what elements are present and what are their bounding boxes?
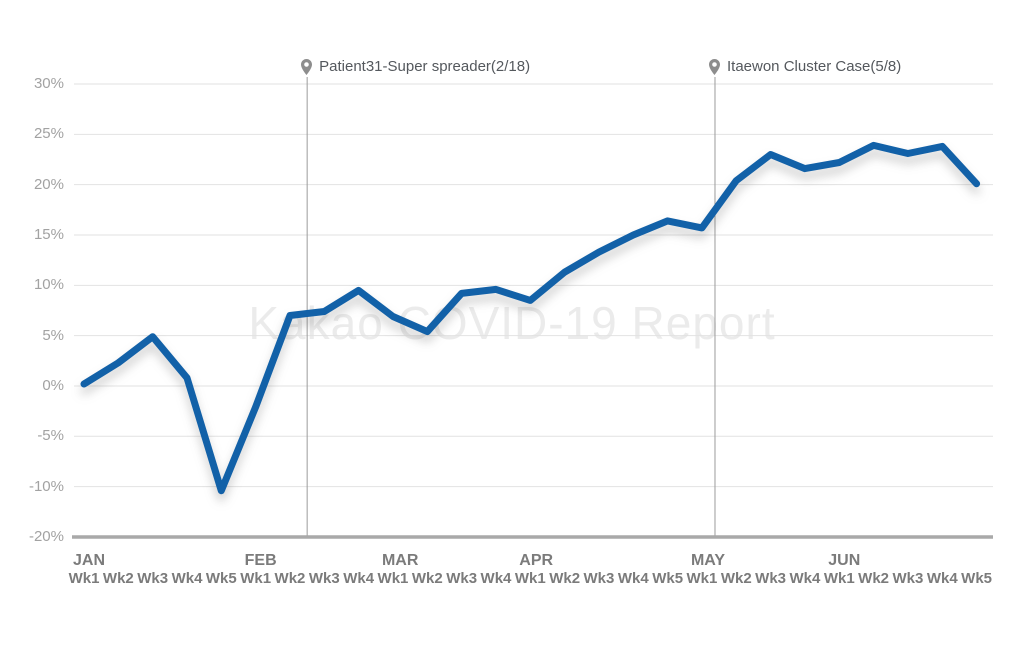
week-label: Wk2	[411, 570, 443, 587]
y-tick-label: 5%	[42, 326, 64, 344]
week-label: Wk1	[377, 570, 409, 587]
week-label: Wk3	[583, 570, 615, 587]
month-label: FEB	[244, 552, 277, 569]
y-tick-label: -5%	[37, 427, 64, 445]
y-tick-label: -10%	[28, 477, 64, 495]
week-label: Wk1	[68, 570, 100, 587]
week-label: Wk3	[755, 570, 787, 587]
annotation-label: Itaewon Cluster Case(5/8)	[726, 58, 902, 75]
week-label: Wk2	[274, 570, 306, 587]
month-label: APR	[519, 552, 554, 569]
week-label: Wk1	[686, 570, 718, 587]
y-tick-label: 30%	[33, 75, 64, 92]
week-label: Wk3	[137, 570, 169, 587]
week-label: Wk5	[961, 570, 992, 587]
week-label: Wk1	[240, 570, 272, 587]
week-label: Wk4	[926, 570, 958, 587]
week-label: Wk4	[480, 570, 512, 587]
week-label: Wk5	[205, 570, 237, 587]
map-pin-icon	[708, 58, 720, 75]
event-marker-lines	[306, 77, 716, 536]
week-label: Wk4	[171, 570, 203, 587]
week-label: Wk2	[720, 570, 752, 587]
week-label: Wk1	[514, 570, 546, 587]
week-label: Wk2	[102, 570, 134, 587]
week-label: Wk1	[823, 570, 855, 587]
y-tick-label: -20%	[28, 528, 64, 545]
annotation-label: Patient31-Super spreader(2/18)	[319, 58, 531, 75]
week-label: Wk3	[446, 570, 478, 587]
annotation-patient31: Patient31-Super spreader(2/18)	[300, 58, 530, 75]
week-label: Wk3	[892, 570, 924, 587]
month-label: JUN	[828, 552, 861, 569]
month-label: JAN	[73, 552, 106, 569]
y-tick-label: 15%	[33, 225, 64, 243]
trend-line	[80, 141, 981, 495]
month-label: MAR	[381, 552, 419, 569]
week-label: Wk4	[617, 570, 649, 587]
y-tick-label: 0%	[42, 376, 64, 394]
week-label: Wk4	[343, 570, 375, 587]
week-label: Wk3	[308, 570, 340, 587]
month-label: MAY	[690, 552, 726, 569]
map-pin-icon	[301, 58, 313, 75]
gridlines	[74, 83, 993, 488]
week-label: Wk2	[549, 570, 581, 587]
y-tick-label: 20%	[33, 175, 64, 193]
week-label: Wk4	[789, 570, 821, 587]
annotation-itaewon: Itaewon Cluster Case(5/8)	[708, 58, 901, 75]
y-tick-label: 25%	[33, 125, 64, 143]
week-label: Wk2	[858, 570, 889, 587]
week-label: Wk5	[652, 570, 684, 587]
y-tick-label: 10%	[33, 276, 64, 294]
